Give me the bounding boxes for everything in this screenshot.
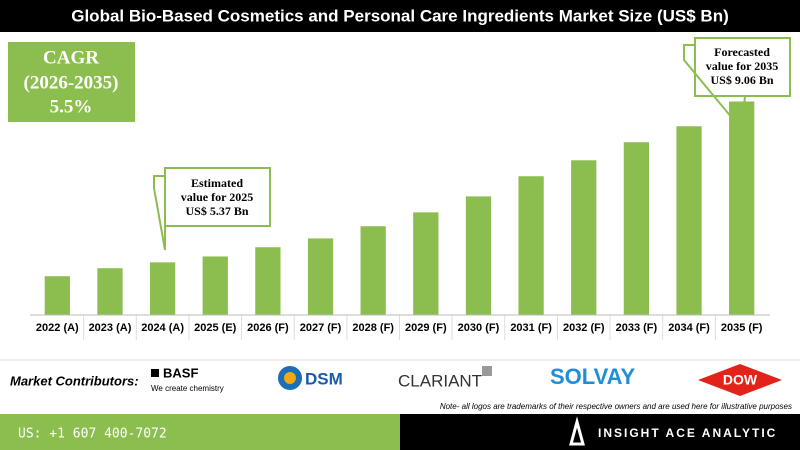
callout-text: US$ 5.37 Bn bbox=[185, 204, 248, 218]
callout-box bbox=[164, 167, 271, 227]
logo-clariant: CLARIANT bbox=[398, 371, 482, 390]
bar bbox=[307, 238, 334, 315]
callout-pointer bbox=[153, 175, 166, 251]
note: Note- all logos are trademarks of their … bbox=[440, 402, 792, 411]
bar bbox=[149, 262, 176, 315]
logo-dow: DOW bbox=[723, 372, 758, 388]
bar bbox=[97, 268, 123, 315]
x-tick-label: 2026 (F) bbox=[247, 322, 289, 334]
x-tick-label: 2028 (F) bbox=[352, 322, 394, 334]
bar bbox=[255, 247, 281, 315]
x-tick-label: 2029 (F) bbox=[405, 322, 447, 334]
x-tick-label: 2033 (F) bbox=[616, 322, 658, 334]
callout-box bbox=[694, 37, 791, 97]
bar bbox=[571, 160, 597, 315]
basf-icon bbox=[151, 369, 159, 377]
bar bbox=[360, 226, 386, 315]
x-tick-label: 2032 (F) bbox=[563, 322, 605, 334]
logo-basf: BASF bbox=[163, 365, 198, 380]
cagr-value: 5.5% bbox=[50, 96, 93, 117]
footer-right bbox=[400, 414, 800, 450]
x-tick-label: 2027 (F) bbox=[300, 322, 342, 334]
x-tick-label: 2035 (F) bbox=[721, 322, 763, 334]
cagr-period: (2026-2035) bbox=[24, 72, 119, 93]
x-tick-label: 2022 (A) bbox=[36, 322, 79, 334]
bar bbox=[202, 256, 228, 315]
footer-phone: US: +1 607 400-7072 bbox=[18, 427, 167, 442]
callout-text: value for 2035 bbox=[706, 59, 778, 73]
logo-solvay: SOLVAY bbox=[550, 364, 636, 389]
x-tick-label: 2025 (E) bbox=[194, 322, 237, 334]
bar bbox=[44, 276, 70, 315]
x-tick-label: 2024 (A) bbox=[141, 322, 184, 334]
cagr-box bbox=[8, 42, 135, 122]
callout-text: US$ 9.06 Bn bbox=[710, 73, 773, 87]
dow-diamond bbox=[698, 364, 782, 396]
callout-text: Forecasted bbox=[714, 45, 770, 59]
callout-text: Estimated bbox=[191, 176, 243, 190]
brand-icon bbox=[569, 416, 585, 446]
x-tick-label: 2030 (F) bbox=[458, 322, 500, 334]
title-bar bbox=[0, 0, 800, 32]
footer-left bbox=[0, 414, 400, 450]
logo-dsm: DSM bbox=[305, 369, 343, 388]
logo-basf-tagline: We create chemistry bbox=[151, 384, 224, 393]
bar bbox=[623, 142, 650, 315]
contributors-label: Market Contributors: bbox=[10, 373, 139, 388]
bar bbox=[518, 176, 544, 315]
callout-text: value for 2025 bbox=[181, 190, 253, 204]
bar bbox=[676, 126, 702, 315]
bar bbox=[729, 101, 755, 315]
bar bbox=[413, 212, 439, 315]
clariant-icon bbox=[482, 366, 492, 376]
chart-title: Global Bio-Based Cosmetics and Personal … bbox=[71, 6, 729, 25]
x-tick-label: 2031 (F) bbox=[510, 322, 552, 334]
dsm-icon bbox=[284, 372, 296, 384]
bar bbox=[465, 196, 492, 315]
x-tick-label: 2034 (F) bbox=[668, 322, 710, 334]
cagr-label: CAGR bbox=[43, 47, 99, 68]
footer-brand: INSIGHT ACE ANALYTIC bbox=[598, 426, 777, 440]
x-tick-label: 2023 (A) bbox=[89, 322, 132, 334]
